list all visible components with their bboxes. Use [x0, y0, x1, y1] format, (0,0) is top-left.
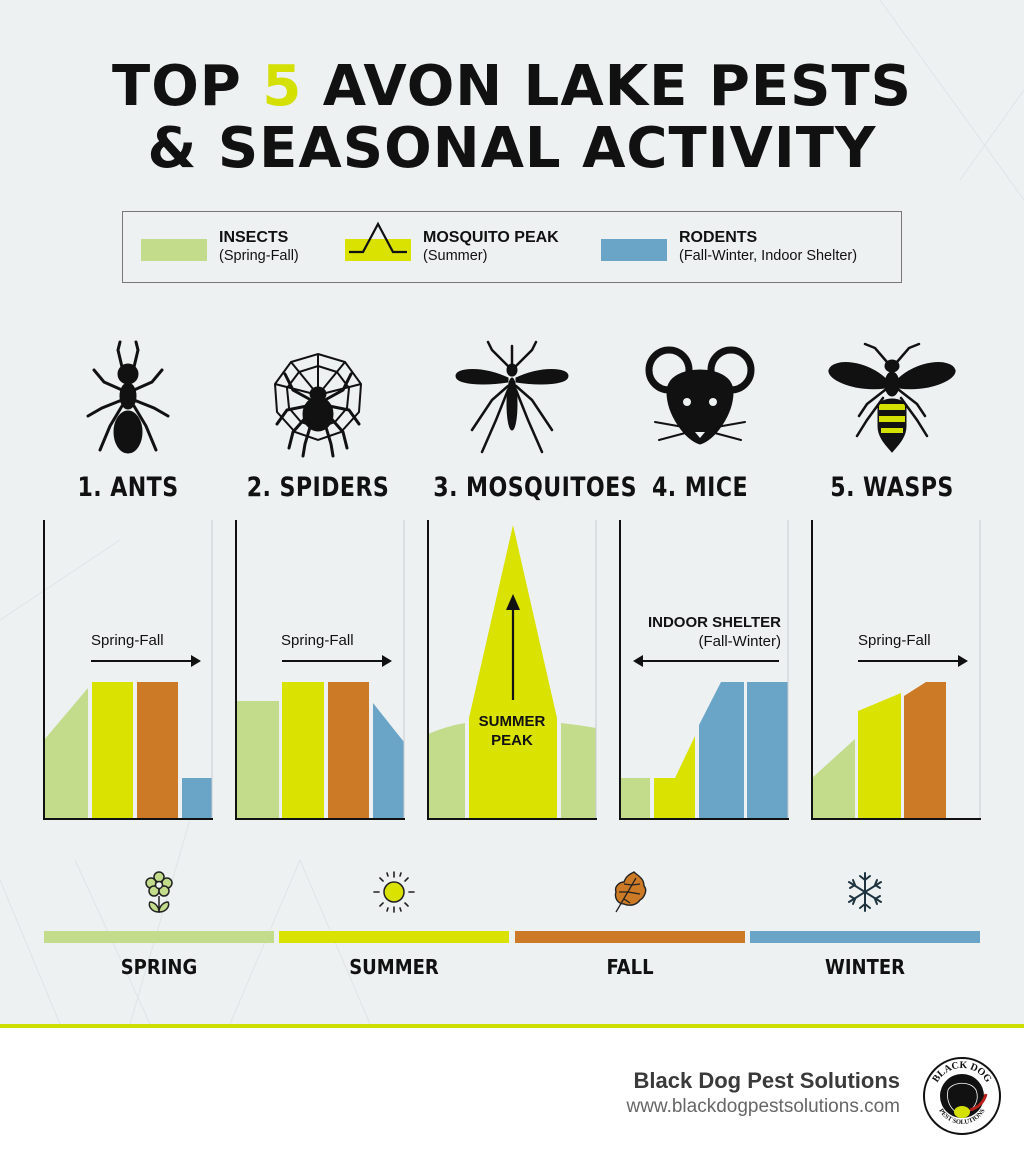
pest-label-ants: 1. ANTS [77, 472, 179, 503]
title-line1-rest: AVON LAKE PESTS [302, 54, 912, 119]
panel-note-line2: PEAK [491, 732, 533, 749]
footer: Black Dog Pest Solutions www.blackdogpes… [0, 1024, 1024, 1154]
panel-note-wasps: Spring-Fall [858, 632, 931, 649]
bar-fall [699, 682, 744, 818]
blue-swatch-icon [601, 239, 667, 261]
bar-fall [561, 723, 596, 818]
title-accent-number: 5 [262, 54, 303, 119]
chart-panel-mosquitoes: SUMMER PEAK [427, 520, 597, 820]
brand-url[interactable]: www.blackdogpestsolutions.com [626, 1096, 900, 1117]
pest-label-wasps: 5. WASPS [830, 472, 954, 503]
bar-fall [904, 682, 946, 818]
legend-insects-label: INSECTS [219, 229, 289, 246]
season-label-fall: FALL [606, 955, 654, 979]
season-label-spring: SPRING [120, 955, 198, 979]
bar-summer [654, 736, 695, 818]
season-fall: FALL [515, 870, 745, 979]
mosquito-icon [455, 340, 569, 454]
snowflake-icon [848, 872, 882, 912]
pest-wasps: 5. WASPS [796, 340, 988, 503]
wasp-icon [828, 342, 956, 453]
panel-note-mice: INDOOR SHELTER (Fall-Winter) [648, 613, 781, 651]
season-label-summer: SUMMER [349, 955, 439, 979]
mouse-icon [645, 346, 755, 445]
peak-swatch-icon [345, 221, 411, 261]
legend-mosquito-label: MOSQUITO PEAK [423, 229, 559, 246]
pest-ants: 1. ANTS [32, 340, 224, 503]
ant-icon [86, 340, 170, 454]
black-dog-logo-icon: BLACK DOG PEST SOLUTIONS [923, 1057, 1001, 1135]
title-line-1: TOP 5 AVON LAKE PESTS [0, 56, 1024, 118]
legend-item-rodents: RODENTS (Fall-Winter, Indoor Shelter) [601, 228, 857, 266]
panel-note-line1: SUMMER [478, 713, 546, 730]
season-label-winter: WINTER [824, 955, 906, 979]
season-bar-fall [515, 931, 745, 943]
sun-icon [373, 871, 415, 913]
legend: INSECTS (Spring-Fall) MOSQUITO PEAK (Sum… [122, 211, 902, 283]
season-summer: SUMMER [279, 870, 509, 979]
chart-panel-spiders: Spring-Fall [235, 520, 405, 820]
legend-rodents-label: RODENTS [679, 229, 758, 246]
legend-insects-sub: (Spring-Fall) [219, 248, 299, 264]
legend-item-mosquito-peak: MOSQUITO PEAK (Summer) [345, 221, 559, 266]
leaf-icon [614, 871, 647, 913]
title-prefix: TOP [112, 54, 263, 119]
bar-winter [747, 682, 788, 818]
pest-label-mice: 4. MICE [651, 472, 749, 503]
legend-rodents-sub: (Fall-Winter, Indoor Shelter) [679, 248, 858, 264]
bar-spring [620, 778, 650, 818]
chart-panel-mice: INDOOR SHELTER (Fall-Winter) [619, 520, 789, 820]
brand-block: Black Dog Pest Solutions www.blackdogpes… [626, 1068, 900, 1118]
legend-mosquito-sub: (Summer) [423, 248, 488, 264]
season-winter: WINTER [750, 870, 980, 979]
page-title: TOP 5 AVON LAKE PESTS & SEASONAL ACTIVIT… [0, 56, 1024, 180]
pest-spiders: 2. SPIDERS [222, 340, 414, 503]
panel-note-ants: Spring-Fall [91, 632, 164, 649]
panel-note-mosquitoes: SUMMER PEAK [427, 712, 597, 750]
bar-summer [92, 682, 133, 818]
pest-label-mosquitoes: 3. MOSQUITOES [433, 472, 637, 503]
bar-spring [812, 739, 855, 818]
bar-spring [44, 688, 88, 818]
chart-panel-wasps: Spring-Fall [811, 520, 981, 820]
title-line-2: & SEASONAL ACTIVITY [147, 116, 877, 181]
chart-panel-ants: Spring-Fall [43, 520, 213, 820]
brand-name: Black Dog Pest Solutions [633, 1068, 901, 1093]
bar-winter [182, 778, 212, 818]
season-bar-spring [44, 931, 274, 943]
season-bar-summer [279, 931, 509, 943]
panel-note-line1: INDOOR SHELTER [647, 614, 781, 631]
season-bar-winter [750, 931, 980, 943]
legend-item-insects: INSECTS (Spring-Fall) [141, 228, 299, 266]
flower-icon [145, 871, 173, 913]
bar-summer [282, 682, 324, 818]
season-spring: SPRING [44, 870, 274, 979]
pest-label-spiders: 2. SPIDERS [246, 472, 390, 503]
bar-fall [328, 682, 369, 818]
panel-note-spiders: Spring-Fall [281, 632, 354, 649]
green-swatch-icon [141, 239, 207, 261]
bar-fall [137, 682, 178, 818]
pest-mosquitoes: 3. MOSQUITOES [416, 340, 637, 503]
bar-spring [236, 701, 279, 818]
panel-note-line2: (Fall-Winter) [698, 633, 782, 650]
bar-winter [373, 703, 404, 818]
bar-spring [428, 723, 465, 818]
spider-icon [273, 352, 363, 458]
pest-mice: 4. MICE [604, 340, 796, 503]
bar-summer [858, 693, 901, 818]
